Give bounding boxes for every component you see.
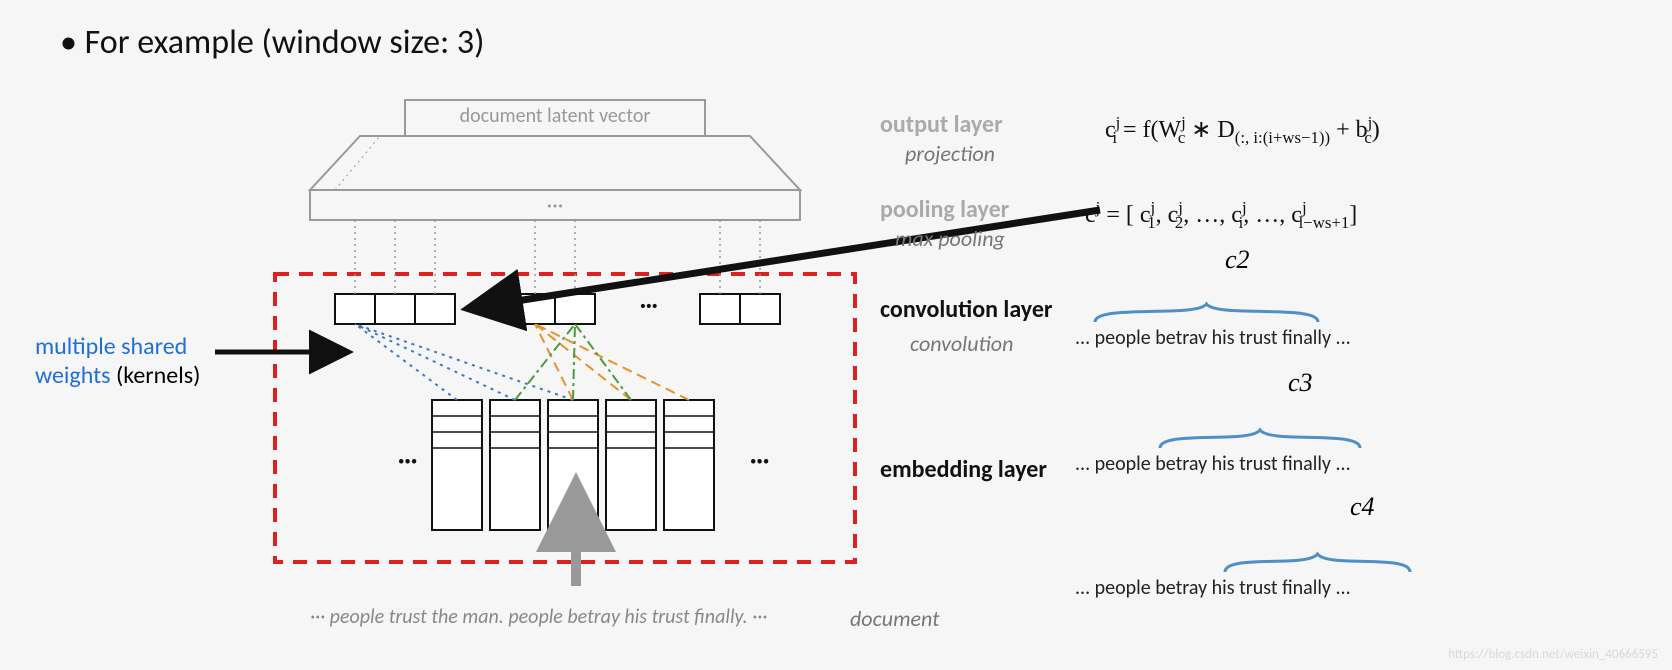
label-pooling-sub: max pooling [895,225,1005,252]
label-document: document [850,605,939,632]
label-output-sub: projection [905,140,995,167]
svg-text:···: ··· [750,446,769,475]
label-conv-layer: convolution layer [880,295,1052,324]
side-note-paren: (kernels) [111,361,201,390]
label-c4: c4 [1350,492,1375,522]
eq-conv-feature: cji = f(Wjc ∗ D(:, i:(i+ws−1)) + bjc) [1105,113,1380,148]
watermark: https://blog.csdn.net/weixin_40666595 [1448,647,1658,662]
label-output-layer: output layer [880,110,1003,139]
input-sentence: ··· people trust the man. people betray … [310,605,767,629]
sentence-c2: ... people betrav his trust finally ... [1075,326,1351,350]
label-c3: c3 [1288,368,1313,398]
sentence-c3: ... people betray his trust finally ... [1075,452,1351,476]
sentence-c4: ... people betray his trust finally ... [1075,576,1351,600]
label-embed-layer: embedding layer [880,455,1047,484]
label-pooling-layer: pooling layer [880,195,1009,224]
label-c2: c2 [1225,245,1250,275]
eq-feature-vec: cj = [ cj1, cj2, …, cji, …, cjl−ws+1] [1085,198,1357,233]
top-box-label: document latent vector [405,104,705,128]
svg-text:···: ··· [547,191,564,218]
svg-text:···: ··· [640,291,658,318]
svg-text:···: ··· [398,446,417,475]
side-note: multiple shared weights (kernels) [35,332,200,390]
side-note-blue: multiple shared [35,332,187,361]
side-note-blue2: weights [35,361,111,390]
label-conv-sub: convolution [910,330,1013,357]
architecture-diagram: ··· ··· ··· ··· [0,0,1672,670]
